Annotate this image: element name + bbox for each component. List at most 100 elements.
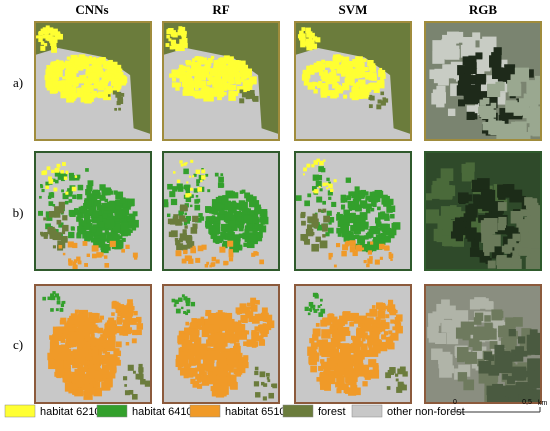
map-patch <box>457 80 471 94</box>
map-patch <box>195 90 204 99</box>
map-patch <box>313 175 318 180</box>
map-patch <box>254 223 262 232</box>
map-patch <box>116 326 124 334</box>
map-patch <box>88 208 94 215</box>
map-patch <box>369 191 377 199</box>
map-patch <box>171 298 176 303</box>
map-panel <box>294 284 412 404</box>
map-patch <box>131 338 137 344</box>
map-patch <box>358 63 362 67</box>
map-patch <box>319 71 324 76</box>
map-patch <box>109 369 114 374</box>
map-patch <box>54 206 61 213</box>
map-patch <box>43 43 48 47</box>
map-patch <box>329 326 338 335</box>
map-patch <box>86 233 94 241</box>
map-patch <box>380 319 386 325</box>
map-patch <box>66 355 75 364</box>
map-patch <box>484 250 490 256</box>
map-patch <box>372 365 379 372</box>
map-patch <box>191 68 199 77</box>
map-patch <box>179 204 187 212</box>
map-patch <box>173 304 177 307</box>
map-patch <box>327 320 332 325</box>
map-patch <box>213 326 220 333</box>
map-patch <box>241 208 248 215</box>
map-patch <box>324 70 328 74</box>
map-patch <box>505 317 516 329</box>
map-patch <box>360 88 365 93</box>
map-patch <box>100 235 105 240</box>
map-patch <box>124 384 127 387</box>
map-patch <box>240 78 245 83</box>
map-patch <box>206 61 211 66</box>
map-patch <box>311 232 315 236</box>
map-patch <box>68 60 73 65</box>
map-patch <box>306 65 313 72</box>
map-patch <box>179 64 184 69</box>
map-patch <box>82 339 87 345</box>
map-patch <box>86 185 93 192</box>
map-patch <box>83 390 88 396</box>
map-patch <box>132 370 136 374</box>
map-patch <box>128 220 134 226</box>
map-patch <box>121 305 129 314</box>
map-patch <box>244 228 250 234</box>
map-patch <box>131 225 137 231</box>
map-patch <box>79 320 85 326</box>
map-patch <box>42 35 46 38</box>
map-patch <box>250 304 258 312</box>
map-patch <box>380 77 385 82</box>
map-patch <box>52 178 56 182</box>
map-patch <box>238 211 246 220</box>
map-patch <box>354 234 360 240</box>
map-patch <box>352 214 361 223</box>
map-patch <box>64 322 69 327</box>
map-patch <box>48 360 58 370</box>
map-patch <box>224 329 234 339</box>
map-patch <box>364 373 371 380</box>
map-patch <box>333 325 342 334</box>
map-patch <box>193 357 201 366</box>
map-patch <box>479 38 494 53</box>
map-patch <box>186 309 191 314</box>
map-panel <box>294 151 412 271</box>
map-patch <box>237 60 246 69</box>
map-patch <box>487 371 499 382</box>
map-patch <box>75 63 84 71</box>
map-patch <box>175 86 180 91</box>
map-patch <box>372 202 377 208</box>
map-patch <box>175 354 181 360</box>
map-patch <box>56 296 61 300</box>
map-patch <box>111 74 115 79</box>
map-patch <box>72 264 78 270</box>
map-patch <box>342 198 348 203</box>
map-patch <box>186 343 193 349</box>
map-patch <box>78 218 84 223</box>
map-patch <box>207 87 214 94</box>
map-patch <box>328 221 332 225</box>
map-patch <box>318 166 324 172</box>
map-patch <box>170 39 177 45</box>
map-patch <box>72 242 78 249</box>
map-patch <box>468 55 477 64</box>
map-patch <box>472 32 481 41</box>
map-patch <box>310 39 315 44</box>
map-patch <box>73 327 83 336</box>
map-patch <box>386 386 391 390</box>
map-patch <box>308 301 314 307</box>
map-patch <box>73 208 79 213</box>
map-patch <box>370 369 380 379</box>
map-patch <box>197 245 204 252</box>
map-patch <box>138 367 144 373</box>
map-patch <box>96 203 101 208</box>
map-patch <box>76 389 84 396</box>
map-patch <box>185 215 191 221</box>
map-patch <box>104 198 109 203</box>
map-patch <box>89 193 98 201</box>
map-patch <box>103 255 108 259</box>
map-patch <box>311 218 319 226</box>
map-patch <box>340 63 347 70</box>
map-patch <box>323 73 331 81</box>
map-patch <box>336 227 342 234</box>
